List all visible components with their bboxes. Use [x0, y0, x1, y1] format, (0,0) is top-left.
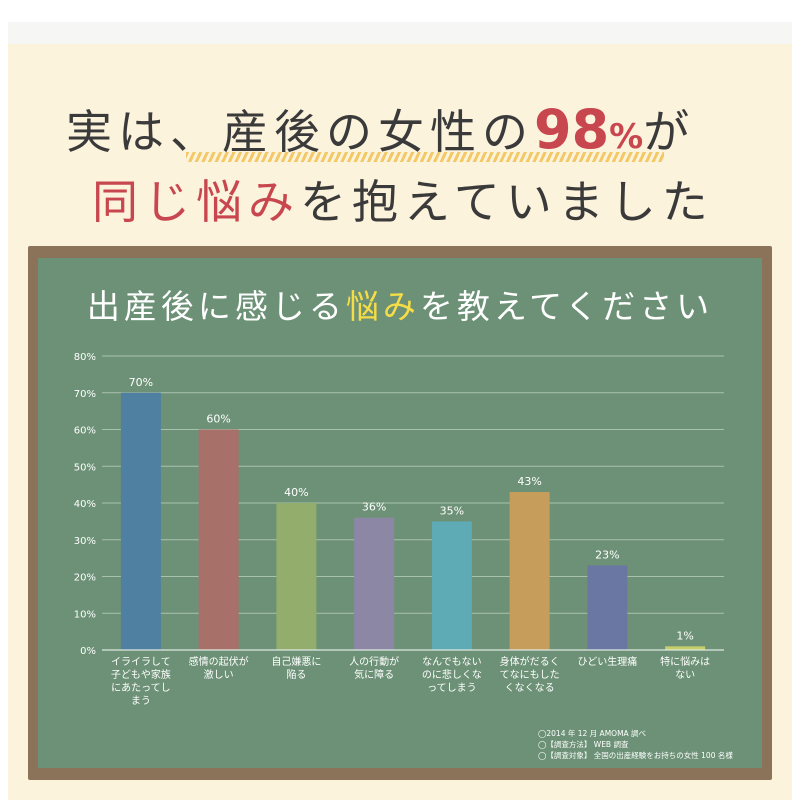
- x-category-label: 身体がだるくてなにもしたくなくなる: [500, 655, 560, 694]
- headline-line-1: 実は、産後の女性の98%が: [66, 96, 695, 162]
- x-category-label-line: ひどい生理痛: [578, 655, 638, 668]
- x-category-label-line: くなくなる: [505, 682, 555, 694]
- survey-note: ◯【調査方法】 WEB 調査: [538, 740, 629, 749]
- x-category-label: イライラして子どもや家族にあたってしまう: [111, 656, 171, 707]
- headline-text-a: 実は、産後の女性の: [66, 105, 534, 159]
- x-category-label-line: まう: [131, 695, 151, 707]
- y-tick-label: 40%: [74, 499, 96, 510]
- x-category-label-line: 激しい: [204, 668, 234, 681]
- x-category-label-line: イライラして: [111, 656, 171, 668]
- bar-value-label: 43%: [517, 475, 541, 488]
- bar-value-label: 60%: [206, 413, 230, 426]
- x-category-label: 自己嫌悪に陥る: [271, 655, 321, 681]
- y-tick-label: 70%: [74, 389, 96, 400]
- bar-value-label: 1%: [676, 629, 693, 642]
- x-category-label-line: 自己嫌悪に: [271, 655, 321, 668]
- x-category-label-line: 陥る: [286, 668, 306, 681]
- bar: [354, 517, 395, 650]
- bar-value-label: 70%: [129, 376, 153, 389]
- bar: [665, 646, 706, 650]
- top-band: [8, 22, 792, 44]
- headline-line-2: 同じ悩みを抱えていました: [92, 166, 714, 232]
- bar-value-label: 36%: [362, 501, 386, 514]
- headline-text-b: が: [643, 105, 696, 159]
- chalkboard: 出産後に感じる悩みを教えてください 0% 10% 20% 30% 40% 50% 60% 70…: [38, 258, 762, 768]
- x-category-label-line: 子どもや家族: [111, 668, 171, 681]
- survey-note: ◯【調査対象】 全国の出産経験をお持ちの女性 100 名様: [538, 751, 733, 760]
- y-tick-label: 30%: [74, 536, 96, 547]
- headline-percentage: 98%: [534, 98, 643, 161]
- bar: [276, 503, 317, 650]
- y-tick-label: 0%: [80, 646, 96, 657]
- x-category-label-line: なんでもない: [422, 656, 482, 668]
- x-category-label-line: 身体がだるく: [500, 655, 560, 668]
- bar: [198, 429, 239, 650]
- headline-percent-sign: %: [609, 117, 644, 157]
- headline-red-text: 同じ悩み: [92, 175, 300, 229]
- x-category-label: ひどい生理痛: [578, 655, 638, 668]
- bar: [431, 521, 472, 650]
- y-tick-label: 60%: [74, 426, 96, 437]
- x-category-label-line: 特に悩みは: [660, 655, 710, 668]
- bar-value-label: 23%: [595, 548, 619, 561]
- chart-title: 出産後に感じる悩みを教えてください: [38, 280, 762, 328]
- y-tick-label: 50%: [74, 462, 96, 473]
- y-tick-label: 10%: [74, 609, 96, 620]
- bar: [120, 392, 161, 650]
- chart-title-highlight: 悩み: [345, 287, 420, 326]
- bar-value-label: 35%: [440, 504, 464, 517]
- survey-notes: ◯2014 年 12 月 AMOMA 調べ ◯【調査方法】 WEB 調査 ◯【調…: [538, 728, 733, 761]
- x-category-label-line: 気に障る: [354, 668, 394, 681]
- headline-number: 98: [534, 98, 610, 161]
- bar: [587, 565, 628, 650]
- x-category-label-line: のに悲しくな: [422, 668, 482, 681]
- chalkboard-frame: 出産後に感じる悩みを教えてください 0% 10% 20% 30% 40% 50% 60% 70…: [28, 246, 772, 780]
- headline-rest-text: を抱えていました: [300, 175, 714, 229]
- x-category-label: 感情の起伏が激しい: [189, 655, 249, 681]
- bar-chart: 0% 10% 20% 30% 40% 50% 60% 70% 80% 70% イライラして子どもや家…: [74, 352, 724, 707]
- x-category-label-line: 人の行動が: [349, 655, 399, 668]
- x-category-label-line: ってしまう: [427, 682, 477, 694]
- bar: [509, 491, 550, 650]
- x-category-label-line: てなにもした: [500, 669, 560, 681]
- x-category-label: 特に悩みはない: [660, 655, 710, 681]
- x-category-label-line: ない: [675, 669, 695, 681]
- highlight-underline: [186, 152, 664, 162]
- y-tick-label: 20%: [74, 573, 96, 584]
- survey-note: ◯2014 年 12 月 AMOMA 調べ: [538, 729, 647, 738]
- y-tick-label: 80%: [74, 352, 96, 363]
- bar-value-label: 40%: [284, 486, 308, 499]
- chart-title-after: を教えてください: [419, 287, 714, 326]
- x-category-label-line: にあたってし: [111, 682, 171, 694]
- x-category-label: 人の行動が気に障る: [349, 655, 399, 681]
- x-category-label: なんでもないのに悲しくなってしまう: [422, 656, 482, 694]
- x-category-label-line: 感情の起伏が: [189, 655, 249, 668]
- chart-title-before: 出産後に感じる: [86, 287, 346, 326]
